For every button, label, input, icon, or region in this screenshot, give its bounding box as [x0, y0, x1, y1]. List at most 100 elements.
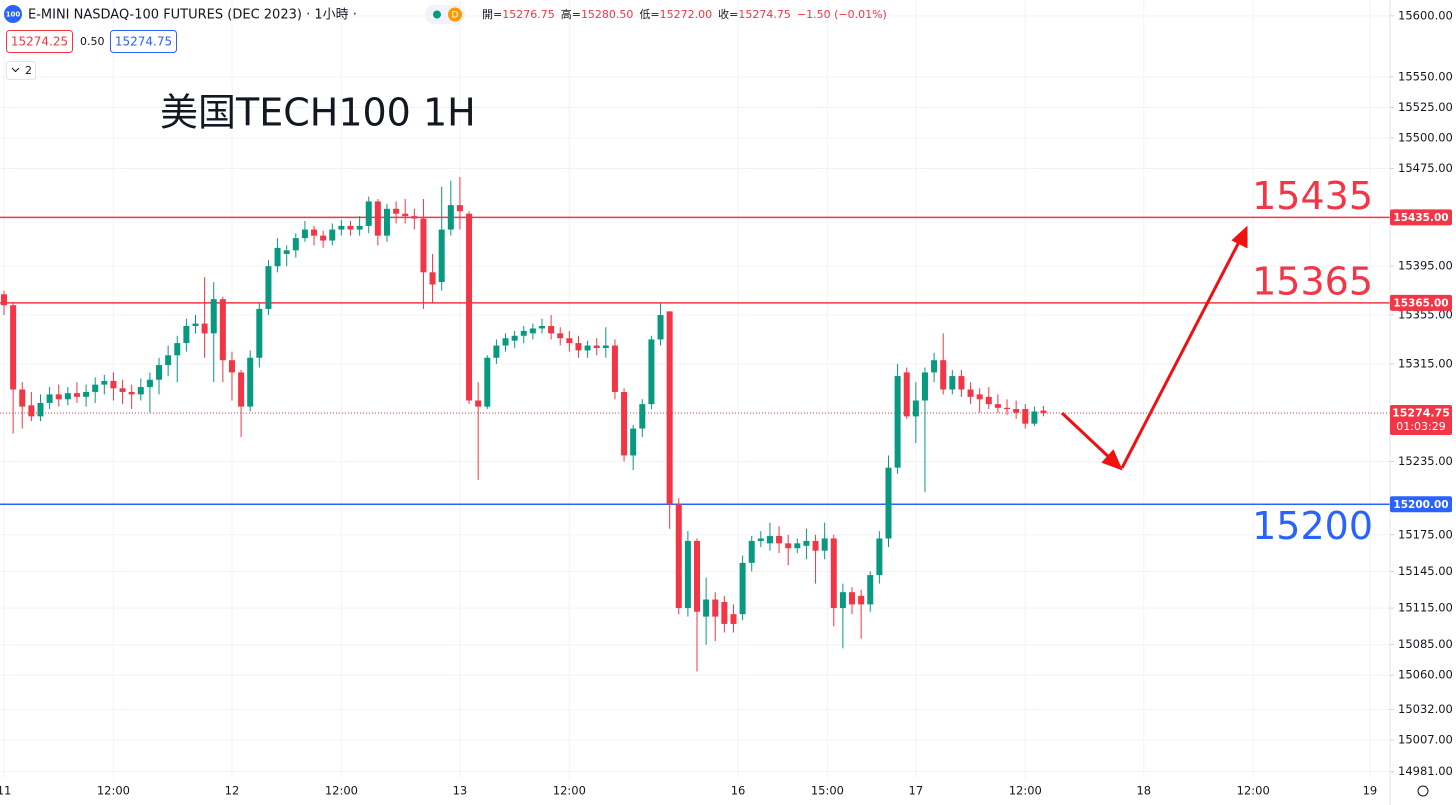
- candle-body: [420, 218, 427, 273]
- candle-body: [985, 396, 992, 405]
- y-tick-label: 15355.00: [1398, 308, 1453, 322]
- symbol-icon: [4, 5, 22, 23]
- ohlc-value: 15272.00: [660, 8, 713, 21]
- level-label-box: [1390, 294, 1452, 311]
- y-tick-label: 15500.00: [1398, 130, 1453, 144]
- candle-body: [37, 402, 44, 417]
- candle-body: [165, 355, 172, 366]
- candle-body: [128, 391, 135, 395]
- level-label: 15365.00: [1393, 297, 1448, 309]
- ohlc-label: 開=: [482, 8, 502, 21]
- candle-body: [156, 365, 163, 380]
- candle-body: [265, 266, 272, 309]
- x-tick-label: 12:00: [1009, 784, 1042, 798]
- candle-body: [1013, 409, 1020, 413]
- arrow-head: [1101, 449, 1123, 471]
- arrow-line: [1120, 239, 1242, 469]
- ohlc-value: 15274.75: [738, 8, 791, 21]
- candle-body: [885, 467, 892, 539]
- level-annotation: 15365: [1252, 259, 1373, 303]
- candle-body: [694, 540, 701, 612]
- candle-body: [538, 326, 545, 329]
- y-tick-label: 15115.00: [1398, 601, 1453, 615]
- ask-box[interactable]: [110, 30, 177, 53]
- candle-body: [83, 391, 90, 397]
- arrow-line: [1060, 411, 1114, 462]
- candle-body: [776, 536, 783, 544]
- candle-body: [721, 601, 728, 624]
- ohlc-label: 低=: [639, 8, 659, 21]
- candle-body: [338, 225, 345, 230]
- candle-body: [1040, 410, 1047, 414]
- candle-body: [994, 404, 1001, 408]
- candles: [1, 177, 1047, 672]
- candle-body: [502, 338, 509, 346]
- bid-box[interactable]: [6, 30, 73, 53]
- candle-body: [19, 389, 26, 407]
- y-tick-label: 15032.00: [1398, 702, 1453, 716]
- current-price-label: 15274.75: [1392, 407, 1450, 420]
- candle-body: [438, 229, 445, 283]
- bid: 15274.25: [11, 35, 68, 49]
- candle-body: [1031, 411, 1038, 424]
- y-tick-label: 15060.00: [1398, 668, 1453, 682]
- candle-body: [940, 360, 947, 390]
- candle-body: [748, 540, 755, 563]
- ohlc-label: 高=: [561, 7, 581, 21]
- indicator-toggle[interactable]: [6, 61, 36, 80]
- candle-body: [739, 562, 746, 615]
- candle-body: [456, 205, 463, 212]
- candle-body: [238, 372, 245, 407]
- candle-body: [766, 536, 773, 544]
- candle-body: [119, 388, 126, 392]
- spread: 0.50: [80, 35, 105, 48]
- y-tick-label: 15235.00: [1398, 454, 1453, 468]
- level-label-box: [1390, 209, 1452, 226]
- candle-body: [529, 328, 536, 334]
- candle-body: [329, 229, 336, 241]
- candle-body: [356, 225, 363, 230]
- symbol[interactable]: E-MINI NASDAQ-100 FUTURES (DEC 2023) · 1…: [28, 8, 357, 23]
- candle-body: [10, 305, 17, 390]
- candle-body: [639, 404, 646, 429]
- candle-body: [247, 357, 254, 407]
- x-tick-label: 13: [453, 784, 468, 798]
- candle-body: [511, 335, 518, 341]
- candle-body: [903, 372, 910, 417]
- candle-body: [730, 614, 737, 624]
- candle-body: [921, 372, 928, 401]
- x-tick-label: 15:00: [811, 784, 844, 798]
- candle-body: [64, 393, 71, 400]
- candle-body: [283, 250, 290, 254]
- candle-body: [219, 299, 226, 361]
- annotation-title: 美国TECH100 1H: [160, 91, 476, 135]
- candle-body: [447, 205, 454, 230]
- indicator-count: 2: [25, 64, 32, 77]
- ohlc-value: 15276.75: [502, 8, 555, 21]
- change: −1.50 (−0.01%): [797, 8, 887, 21]
- candle-body: [630, 428, 637, 456]
- candle-body: [858, 595, 865, 605]
- status-circle: [448, 7, 462, 22]
- status-dot: [433, 10, 441, 19]
- x-tick-label: 12:00: [325, 784, 358, 798]
- x-tick-label: 12:00: [97, 784, 130, 798]
- settings-icon[interactable]: [1417, 785, 1429, 797]
- candle-body: [183, 326, 190, 344]
- candle-body: [1022, 409, 1029, 424]
- candle-body: [575, 343, 582, 351]
- candle-body: [666, 311, 673, 505]
- candle-body: [429, 272, 436, 285]
- candle-body: [703, 599, 710, 617]
- candle-body: [894, 376, 901, 468]
- candle-body: [684, 540, 691, 609]
- y-tick-label: 15175.00: [1398, 527, 1453, 541]
- candle-body: [657, 315, 664, 340]
- symbol-badge: 100: [6, 11, 21, 19]
- candle-body: [301, 229, 308, 239]
- candle-body: [648, 339, 655, 405]
- candle-body: [475, 400, 482, 407]
- ohlc-label: 收=: [718, 7, 738, 21]
- candle-body: [73, 393, 80, 397]
- candle-body: [611, 345, 618, 392]
